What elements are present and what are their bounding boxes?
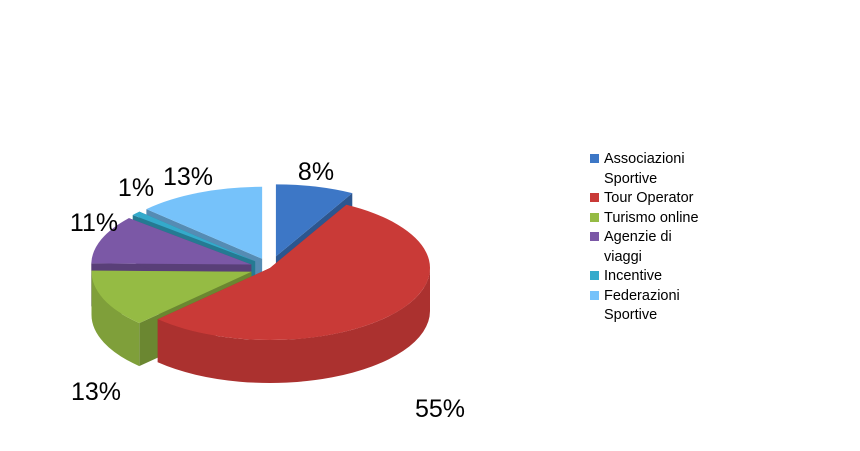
legend-label-tour-operator: Tour Operator xyxy=(604,190,694,206)
legend-swatch-turismo-online xyxy=(590,212,599,222)
legend-swatch-federazioni-sportive xyxy=(590,290,599,300)
legend-swatch-incentive xyxy=(590,271,599,280)
slice-side-tour-operator-0 xyxy=(157,268,431,383)
legend-label-agenzie-di-viaggi: Agenzie di viaggi xyxy=(604,229,672,265)
slice-top-agenzie-di-viaggi xyxy=(91,218,252,265)
chart-legend: Associazioni Sportive Tour Operator Turi… xyxy=(590,150,740,326)
data-label-agenzie-di-viaggi: 11% xyxy=(70,209,118,237)
slice-tour-operator xyxy=(157,204,431,383)
slice-top-incentive xyxy=(132,211,256,262)
legend-entry-tour-operator: Tour Operator xyxy=(590,189,740,209)
data-label-incentive: 1% xyxy=(118,174,154,202)
legend-swatch-tour-operator xyxy=(590,193,599,202)
legend-entry-federazioni-sportive: Federazioni Sportive xyxy=(590,287,740,326)
legend-label-incentive: Incentive xyxy=(604,268,663,284)
legend-entry-turismo-online: Turismo online xyxy=(590,209,740,229)
legend-entry-incentive: Incentive xyxy=(590,267,740,287)
legend-swatch-agenzie-di-viaggi xyxy=(590,232,599,241)
legend-entry-associazioni-sportive: Associazioni Sportive xyxy=(590,150,740,189)
legend-label-turismo-online: Turismo online xyxy=(604,209,699,226)
legend-label-associazioni-sportive: Associazioni Sportive xyxy=(604,151,685,187)
legend-entry-agenzie-di-viaggi: Agenzie di viaggi xyxy=(590,228,740,267)
slice-top-tour-operator xyxy=(157,204,431,340)
data-label-turismo-online: 13% xyxy=(71,378,121,406)
legend-swatch-associazioni-sportive xyxy=(590,154,599,163)
slice-top-federazioni-sportive xyxy=(146,186,263,259)
data-label-associazioni-sportive: 8% xyxy=(298,158,334,186)
legend-label-federazioni-sportive: Federazioni Sportive xyxy=(604,287,680,324)
slice-top-associazioni-sportive xyxy=(275,184,353,257)
data-label-federazioni-sportive: 13% xyxy=(163,163,213,191)
data-label-tour-operator: 55% xyxy=(415,395,465,423)
slice-top-turismo-online xyxy=(91,270,252,324)
slice-side-turismo-online-0 xyxy=(91,271,140,367)
